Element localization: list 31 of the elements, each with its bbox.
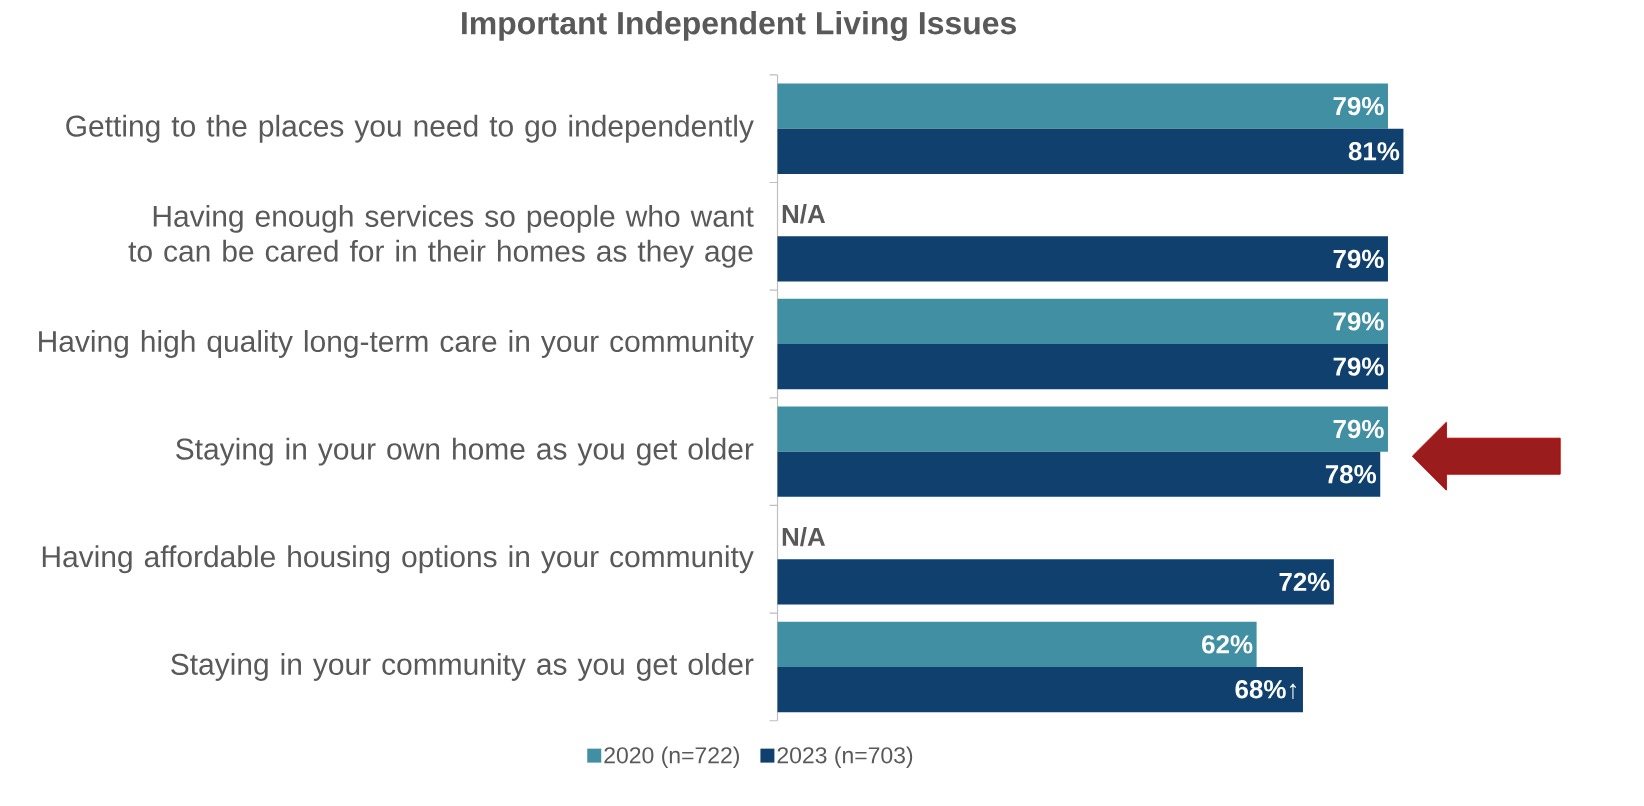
y-tick-label: Having enough services so people who want to can be cared for in their homes as they age (128, 205, 754, 268)
y-tick-label: Having high quality long-term care in your community (39, 330, 754, 359)
bar (777, 559, 1334, 605)
text: N/A (782, 204, 826, 224)
data-label: 79% (1333, 312, 1384, 331)
data-label: 79% (1333, 420, 1384, 439)
bar (777, 667, 1303, 713)
data-label: 79% (1333, 357, 1384, 376)
data-label: 72% (1279, 572, 1330, 592)
bar (777, 83, 1388, 129)
data-label: 79% (1333, 249, 1384, 269)
data-label: 81% (1348, 142, 1400, 161)
bar (777, 451, 1381, 498)
data-label: 62% (1202, 635, 1253, 654)
bar (777, 128, 1404, 175)
y-tick-label: Having affordable housing options in your community (42, 545, 754, 574)
bar (777, 344, 1388, 390)
text: N/A (782, 527, 826, 547)
bar (777, 406, 1388, 452)
bar (777, 298, 1388, 345)
y-tick-label: Staying in your own home as you get older (176, 437, 754, 466)
data-label: 68%↑ (1235, 680, 1296, 700)
bar (777, 621, 1257, 668)
y-tick-label: Getting to the places you need to go independently (66, 114, 754, 143)
legend-label: 2020 (n=722) (604, 746, 739, 769)
bar (777, 236, 1388, 282)
chart-title: Important Independent Living Issues (462, 11, 1016, 42)
data-label: 79% (1333, 97, 1384, 116)
y-tick-label: Staying in your community as you get older (171, 653, 754, 682)
data-label: 78% (1325, 465, 1377, 484)
legend-label: 2023 (n=703) (777, 746, 913, 769)
